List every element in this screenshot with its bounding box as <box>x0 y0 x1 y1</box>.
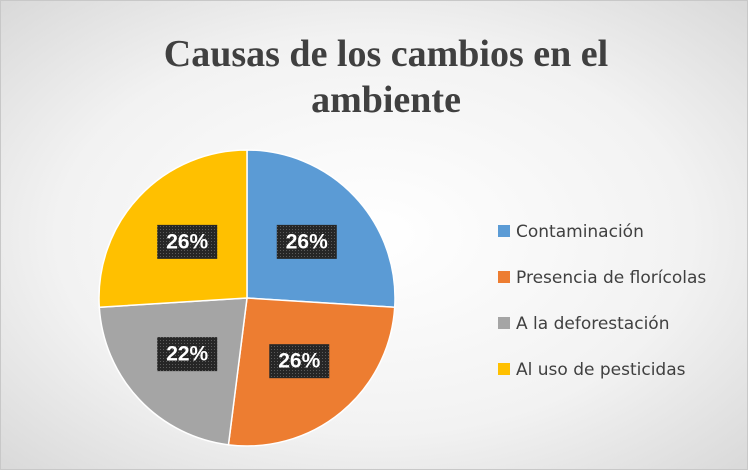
legend-label: Al uso de pesticidas <box>516 360 686 380</box>
label-box <box>157 224 218 259</box>
legend-swatch <box>498 271 510 283</box>
legend-swatch <box>498 317 510 329</box>
label-box <box>157 337 218 372</box>
data-label: 26% <box>278 350 320 373</box>
legend-swatch <box>498 225 510 237</box>
pie-slice <box>98 297 248 446</box>
legend-swatch <box>498 363 510 375</box>
legend-label: Contaminación <box>516 222 644 242</box>
data-label: 22% <box>166 343 208 366</box>
label-box <box>276 224 337 259</box>
data-label: 26% <box>166 230 208 253</box>
data-label: 26% <box>286 230 328 253</box>
label-box <box>269 344 330 379</box>
chart-title: Causas de los cambios en el ambiente <box>163 33 609 121</box>
legend-label: Presencia de florícolas <box>516 268 706 288</box>
legend-label: A la deforestación <box>516 314 669 334</box>
